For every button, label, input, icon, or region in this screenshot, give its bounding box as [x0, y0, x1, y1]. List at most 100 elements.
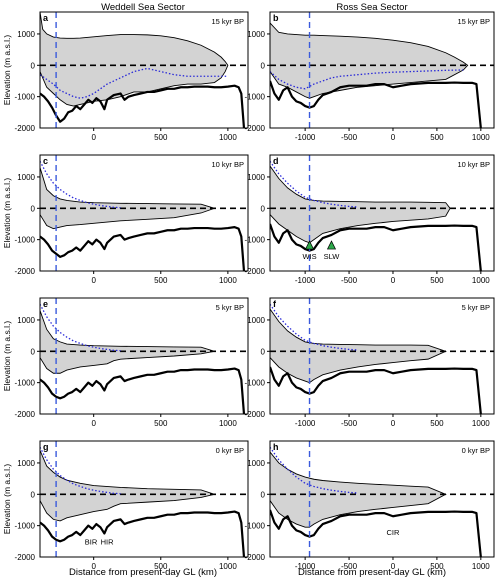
y-tick-label: -1000 [15, 236, 36, 245]
ice-geometry-area [270, 22, 469, 99]
panel-a: -1000 0 1000 -2000 0 500 1000 a 15 kyr BP Elevati… [2, 11, 249, 142]
x-tick-label: 0 [391, 419, 396, 428]
ice-geometry-area [270, 451, 447, 528]
x-tick-label: 1000 [219, 562, 237, 571]
x-tick-label: -1000 [295, 133, 316, 142]
panel-plot-area [270, 441, 494, 557]
bed-line [270, 366, 482, 414]
panel-letter: f [273, 299, 277, 309]
panel-plot-area [270, 298, 494, 414]
panel-frame [269, 154, 495, 272]
panel-letter: c [43, 156, 48, 166]
column-title-ross: Ross Sea Sector [336, 2, 407, 13]
panels-group: -1000 0 1000 -2000 0 500 1000 a 15 kyr BP Elevati… [2, 11, 495, 571]
x-tick-label: 1000 [472, 133, 490, 142]
panel-h: -1000 0 1000 -2000 -1000 -500 0 500 1000 h 0 kyr B… [245, 440, 495, 571]
y-tick-label: 0 [31, 204, 36, 213]
panel-letter: a [43, 13, 49, 23]
y-tick-label: 1000 [247, 30, 265, 39]
x-tick-label: 0 [391, 276, 396, 285]
panel-letter: h [273, 442, 279, 452]
panel-plot-area [270, 155, 494, 271]
panel-e: -1000 0 1000 -2000 0 500 1000 e 5 kyr BP Elevatio… [2, 297, 249, 428]
panel-letter: e [43, 299, 48, 309]
dotted-profile-line [40, 160, 121, 209]
panel-plot-area [40, 155, 248, 271]
x-tick-label: 500 [430, 276, 444, 285]
y-tick-label: -1000 [245, 379, 266, 388]
site-marker [304, 240, 315, 250]
panel-letter: g [43, 442, 49, 452]
dotted-profile-line [40, 303, 121, 352]
y-tick-label: -1000 [245, 522, 266, 531]
x-tick-label: 0 [91, 419, 96, 428]
bed-line [40, 226, 246, 271]
ice-geometry-area [40, 12, 229, 107]
x-tick-label: 0 [91, 562, 96, 571]
y-tick-label: -2000 [15, 410, 36, 419]
annotation-label: WIS [302, 252, 316, 261]
x-tick-label: 500 [154, 133, 168, 142]
bed-line [40, 510, 246, 557]
x-tick-label: 1000 [219, 276, 237, 285]
y-tick-label: 1000 [247, 316, 265, 325]
x-tick-label: 1000 [472, 562, 490, 571]
dotted-profile-line [270, 160, 358, 208]
y-tick-label: -2000 [245, 267, 266, 276]
panel-frame [39, 11, 249, 129]
y-tick-label: -2000 [245, 124, 266, 133]
x-tick-label: -500 [341, 562, 358, 571]
bed-line [270, 509, 482, 557]
panel-plot-area [40, 298, 248, 414]
x-tick-label: 500 [430, 562, 444, 571]
panel-plot-area [40, 12, 248, 128]
panel-frame [269, 440, 495, 558]
panel-frame [39, 154, 249, 272]
y-tick-label: -1000 [15, 522, 36, 531]
x-tick-label: 500 [154, 276, 168, 285]
y-tick-label: 1000 [17, 30, 35, 39]
x-tick-label: -500 [341, 133, 358, 142]
ice-geometry-area [270, 165, 451, 244]
panel-b: -1000 0 1000 -2000 -1000 -500 0 500 1000 b 15 kyr … [245, 11, 495, 142]
y-tick-label: 1000 [247, 459, 265, 468]
y-tick-label: -2000 [15, 553, 36, 562]
y-tick-label: -2000 [245, 553, 266, 562]
y-tick-label: -1000 [15, 379, 36, 388]
annotation-label: HIR [101, 537, 115, 546]
y-tick-label: 0 [31, 347, 36, 356]
x-tick-label: 1000 [219, 419, 237, 428]
y-axis-title: Elevation (m a.s.l.) [2, 464, 12, 535]
dotted-profile-line [40, 446, 121, 495]
x-tick-label: -500 [341, 419, 358, 428]
bed-line [40, 367, 246, 414]
dotted-profile-line [40, 67, 228, 99]
time-label: 0 kyr BP [462, 446, 490, 455]
panel-plot-area [40, 441, 248, 557]
y-axis-title: Elevation (m a.s.l.) [2, 321, 12, 392]
y-tick-label: 0 [261, 204, 266, 213]
panel-letter: d [273, 156, 279, 166]
bed-line [270, 223, 482, 271]
y-tick-label: -1000 [245, 93, 266, 102]
annotation-label: CIR [387, 528, 401, 537]
time-label: 15 kyr BP [211, 17, 244, 26]
x-tick-label: 500 [154, 562, 168, 571]
y-tick-label: 0 [31, 61, 36, 70]
panel-g: -1000 0 1000 -2000 0 500 1000 g 0 kyr BP Elevatio… [2, 440, 249, 571]
dotted-profile-line [270, 446, 358, 494]
y-tick-label: -1000 [15, 93, 36, 102]
time-label: 5 kyr BP [462, 303, 490, 312]
panel-plot-area [270, 12, 494, 128]
y-tick-label: 1000 [17, 316, 35, 325]
y-tick-label: -1000 [245, 236, 266, 245]
y-tick-label: 0 [261, 490, 266, 499]
y-tick-label: -2000 [15, 267, 36, 276]
y-tick-label: 0 [31, 490, 36, 499]
panel-c: -1000 0 1000 -2000 0 500 1000 c 10 kyr BP Elevati… [2, 154, 249, 285]
x-tick-label: 500 [430, 133, 444, 142]
panel-d: -1000 0 1000 -2000 -1000 -500 0 500 1000 d 10 kyr … [245, 154, 495, 285]
panel-f: -1000 0 1000 -2000 -1000 -500 0 500 1000 f 5 kyr B… [245, 297, 495, 428]
time-label: 10 kyr BP [457, 160, 490, 169]
y-tick-label: 1000 [17, 173, 35, 182]
